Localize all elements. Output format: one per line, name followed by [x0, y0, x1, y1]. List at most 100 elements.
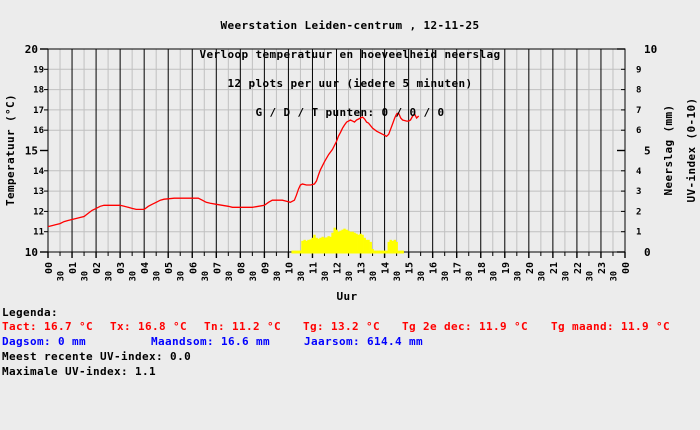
tick-label-hour: 18	[477, 262, 488, 274]
legend-uv-max: Maximale UV-index: 1.1	[2, 365, 157, 378]
uv-bar	[385, 250, 388, 254]
tick-label-half-hour: 30	[369, 271, 379, 281]
tick-label-hour: 13	[357, 262, 368, 274]
tick-label-hour: 14	[381, 262, 392, 274]
uv-bar	[297, 250, 300, 254]
tick-label-hour: 16	[429, 262, 440, 274]
tick-label-half-hour: 30	[81, 271, 91, 281]
tick-label-half-hour: 30	[537, 271, 547, 281]
uv-bar	[345, 229, 348, 254]
tick-label-half-hour: 30	[153, 271, 163, 281]
temperature-line	[47, 111, 420, 228]
uv-bar	[347, 230, 350, 254]
tick-label-hour: 15	[405, 262, 416, 274]
tick-label-temp-minor: 11	[33, 228, 44, 238]
uv-bar	[353, 232, 356, 254]
tick-label-hour: 09	[260, 262, 271, 274]
tick-label-temp-minor: 12	[33, 207, 44, 217]
tick-label-temp-major: 20	[25, 43, 38, 56]
tick-label-half-hour: 30	[513, 271, 523, 281]
tick-label-hour: 17	[453, 262, 464, 274]
tick-label-temp-minor: 17	[33, 106, 44, 116]
tick-label-hour: 23	[597, 262, 608, 274]
uv-bar	[329, 236, 332, 254]
tick-label-hour: 01	[68, 262, 79, 274]
uv-bar	[339, 230, 342, 254]
tick-label-right-minor: 3	[636, 187, 641, 197]
tick-label-temp-minor: 14	[33, 167, 44, 177]
uv-bar	[397, 250, 400, 254]
tick-label-hour: 00	[44, 262, 55, 274]
uv-bar	[325, 237, 328, 254]
y-right-axis-title-uv: UV-index (0-10)	[685, 97, 698, 202]
uv-bar	[367, 239, 370, 254]
uv-bar	[395, 241, 398, 254]
chart-title-line4: G / D / T punten: 0 / 0 / 0	[255, 105, 445, 119]
tick-label-half-hour: 30	[585, 271, 595, 281]
legend-tact: Tact: 16.7 °C	[2, 320, 94, 333]
uv-bar	[315, 237, 318, 254]
uv-bar	[377, 250, 380, 254]
tick-label-hour: 08	[236, 262, 247, 274]
tick-label-half-hour: 30	[441, 271, 451, 281]
uv-bar	[351, 231, 354, 254]
tick-label-half-hour: 30	[417, 271, 427, 281]
uv-bar	[299, 250, 302, 254]
uv-bar	[341, 229, 344, 254]
tick-label-half-hour: 30	[249, 271, 259, 281]
legend-tg-2e-dec: Tg 2e dec: 11.9 °C	[402, 320, 529, 333]
chart-title-block: Weerstation Leiden-centrum , 12-11-25 Ve…	[0, 2, 700, 127]
uv-bar	[335, 229, 338, 254]
uv-bar	[369, 241, 372, 254]
tick-label-half-hour: 30	[297, 271, 307, 281]
tick-label-half-hour: 30	[609, 271, 619, 281]
tick-label-right-major: 0	[644, 246, 651, 259]
uv-bar	[379, 250, 382, 254]
chart-title-line3: 12 plots per uur (iedere 5 minuten)	[227, 76, 473, 90]
tick-label-right-minor: 2	[636, 207, 641, 217]
legend-tg-maand: Tg maand: 11.9 °C	[551, 320, 671, 333]
uv-bar	[291, 250, 294, 254]
uv-bar	[365, 239, 368, 254]
tick-label-right-minor: 1	[636, 228, 641, 238]
tick-label-hour: 12	[333, 262, 344, 274]
tick-label-hour: 22	[573, 262, 584, 274]
legend-tx: Tx: 16.8 °C	[110, 320, 188, 333]
tick-label-half-hour: 30	[561, 271, 571, 281]
uv-bar	[333, 227, 336, 254]
legend-block: Legenda: Tact: 16.7 °C Tx: 16.8 °C Tn: 1…	[0, 0, 700, 378]
chart-title-line2: Verloop temperatuur en hoeveelheid neers…	[199, 47, 501, 61]
legend-heading: Legenda:	[2, 306, 59, 319]
tick-label-right-minor: 8	[636, 86, 641, 96]
legend-dagsom: Dagsom: 0 mm	[2, 335, 87, 348]
uv-bar	[301, 240, 304, 254]
uv-bar	[393, 239, 396, 254]
uv-bar	[357, 234, 360, 254]
tick-label-half-hour: 30	[489, 271, 499, 281]
tick-label-temp-minor: 18	[33, 86, 44, 96]
uv-bar	[399, 250, 402, 254]
tick-label-hour: 21	[549, 262, 560, 274]
uv-bar	[375, 250, 378, 254]
tick-label-hour: 20	[525, 262, 536, 274]
tick-label-temp-minor: 19	[33, 65, 44, 75]
uv-bar	[319, 237, 322, 254]
uv-bar	[361, 234, 364, 254]
uv-bar	[331, 232, 334, 254]
tick-label-hour: 06	[188, 262, 199, 274]
tick-label-temp-minor: 16	[33, 126, 44, 136]
uv-bar	[371, 248, 374, 254]
tick-label-hour: 00	[621, 262, 632, 274]
uv-bar	[383, 250, 386, 254]
tick-label-hour: 19	[501, 262, 512, 274]
uv-bar	[355, 233, 358, 254]
tick-label-half-hour: 30	[225, 271, 235, 281]
uv-bar	[295, 250, 298, 254]
uv-bar	[391, 240, 394, 254]
tick-label-right-minor: 7	[636, 106, 641, 116]
tick-label-hour: 03	[116, 262, 127, 274]
uv-bar	[303, 239, 306, 254]
uv-bar	[313, 234, 316, 254]
y-left-axis-title: Temperatuur (°C)	[4, 94, 17, 206]
